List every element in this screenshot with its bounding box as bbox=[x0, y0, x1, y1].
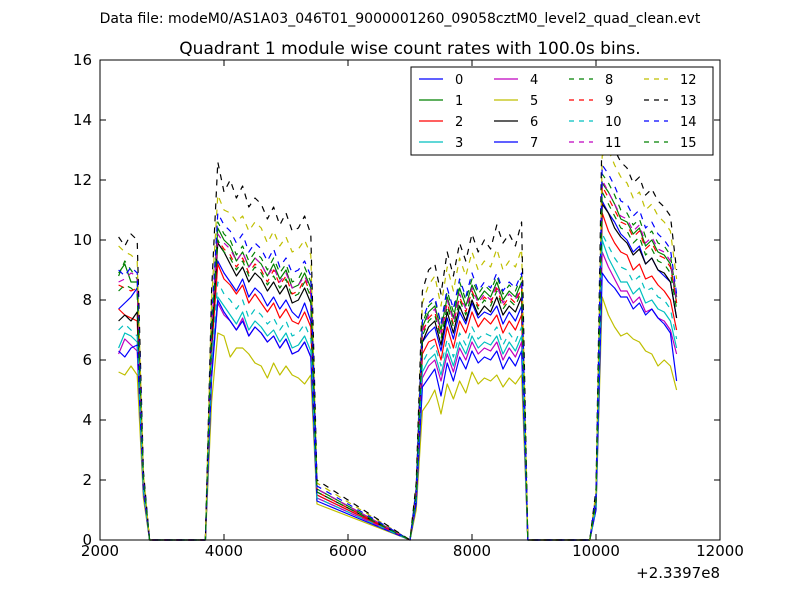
legend-label-15: 15 bbox=[680, 136, 697, 151]
legend-label-0: 0 bbox=[455, 73, 463, 88]
series-line-13 bbox=[118, 119, 678, 541]
x-tick-label: 6000 bbox=[329, 542, 367, 560]
series-line-6 bbox=[118, 203, 678, 541]
y-tick-label: 6 bbox=[82, 351, 92, 369]
y-tick-label: 14 bbox=[73, 111, 92, 129]
series-line-15 bbox=[118, 191, 678, 541]
x-tick-label: 2000 bbox=[81, 542, 119, 560]
figure-suptitle: Data file: modeM0/AS1A03_046T01_90000012… bbox=[100, 11, 701, 27]
legend-label-12: 12 bbox=[680, 73, 697, 88]
y-tick-label: 4 bbox=[82, 411, 92, 429]
series-line-0 bbox=[118, 200, 678, 541]
legend-label-3: 3 bbox=[455, 136, 463, 151]
series-line-3 bbox=[118, 239, 678, 541]
legend-label-1: 1 bbox=[455, 94, 463, 109]
series-line-2 bbox=[118, 212, 678, 541]
legend-label-4: 4 bbox=[530, 73, 538, 88]
legend-label-13: 13 bbox=[680, 94, 697, 109]
series-line-14 bbox=[118, 164, 678, 541]
series-layer bbox=[118, 119, 678, 541]
series-line-8 bbox=[118, 173, 678, 541]
legend-label-10: 10 bbox=[605, 115, 622, 130]
x-tick-label: 4000 bbox=[205, 542, 243, 560]
series-line-5 bbox=[118, 296, 678, 541]
legend-box bbox=[410, 66, 714, 156]
legend-label-14: 14 bbox=[680, 115, 697, 130]
y-tick-label: 2 bbox=[82, 471, 92, 489]
x-tick-label: 12000 bbox=[696, 542, 744, 560]
series-line-10 bbox=[118, 233, 678, 541]
x-tick-label: 8000 bbox=[453, 542, 491, 560]
legend-label-11: 11 bbox=[605, 136, 622, 151]
series-line-9 bbox=[118, 185, 678, 541]
y-tick-label: 8 bbox=[82, 291, 92, 309]
series-line-11 bbox=[118, 179, 678, 541]
legend-label-7: 7 bbox=[530, 136, 538, 151]
legend-label-6: 6 bbox=[530, 115, 538, 130]
legend-label-5: 5 bbox=[530, 94, 538, 109]
y-tick-label: 12 bbox=[73, 171, 92, 189]
legend-label-2: 2 bbox=[455, 115, 463, 130]
series-line-7 bbox=[118, 272, 678, 541]
x-offset-label: +2.3397e8 bbox=[636, 564, 720, 582]
y-tick-label: 0 bbox=[82, 531, 92, 549]
y-tick-label: 10 bbox=[73, 231, 92, 249]
legend-label-8: 8 bbox=[605, 73, 613, 88]
y-tick-label: 16 bbox=[73, 51, 92, 69]
series-line-12 bbox=[118, 149, 678, 541]
chart-title: Quadrant 1 module wise count rates with … bbox=[179, 39, 640, 59]
x-tick-label: 10000 bbox=[572, 542, 620, 560]
legend-label-9: 9 bbox=[605, 94, 613, 109]
